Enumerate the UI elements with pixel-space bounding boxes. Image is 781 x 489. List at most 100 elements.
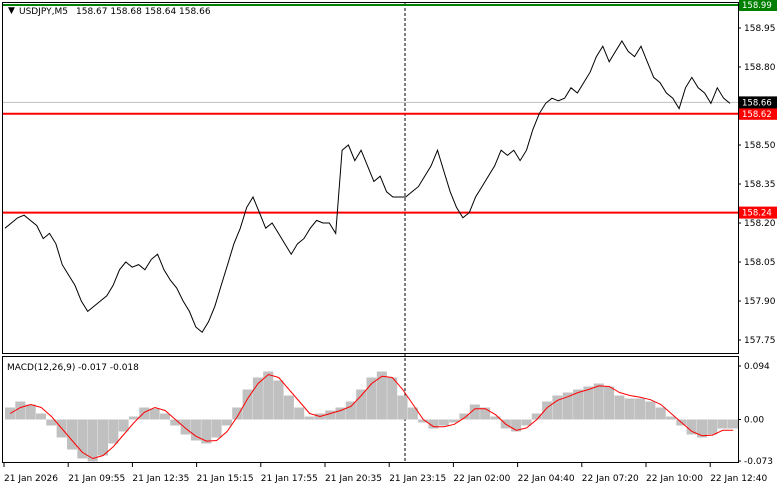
macd-bar	[397, 395, 408, 420]
level-tag	[739, 206, 777, 219]
price-tick-label: 158.05	[744, 258, 776, 268]
time-tick-label: 21 Jan 2026	[4, 474, 58, 484]
price-tick-label: 157.90	[744, 297, 776, 307]
macd-bar	[273, 380, 284, 420]
macd-bar	[87, 419, 98, 462]
macd-bar	[66, 419, 77, 450]
macd-bar	[376, 371, 387, 420]
macd-bar	[583, 386, 594, 420]
price-tick-label: 158.50	[744, 141, 776, 151]
level-tag	[739, 107, 777, 120]
macd-tick-label: 0.00	[744, 416, 764, 426]
macd-bar	[190, 419, 201, 441]
macd-bar	[5, 407, 16, 420]
macd-bar	[366, 377, 377, 420]
macd-histogram	[5, 371, 739, 462]
time-tick-label: 21 Jan 15:15	[197, 474, 254, 484]
macd-bar	[604, 386, 615, 420]
macd-bar	[345, 401, 356, 420]
macd-bar	[728, 419, 739, 429]
level-tag-label: 158.99	[742, 1, 772, 11]
macd-bar	[542, 401, 553, 420]
macd-bar	[717, 419, 728, 429]
macd-bar	[77, 419, 88, 459]
macd-bar	[252, 377, 263, 420]
macd-bar	[459, 413, 470, 420]
macd-bar	[325, 410, 336, 420]
macd-bar	[232, 407, 243, 420]
time-tick-label: 22 Jan 07:20	[582, 474, 639, 484]
price-tick-label: 158.95	[744, 24, 776, 34]
current-price-tag	[739, 96, 777, 109]
macd-bar	[480, 407, 491, 420]
macd-bar	[180, 419, 191, 435]
macd-bar	[356, 389, 367, 420]
macd-bar	[418, 419, 429, 423]
time-tick-label: 22 Jan 04:40	[518, 474, 575, 484]
level-tag	[739, 0, 777, 11]
macd-label: MACD(12,26,9)	[7, 363, 75, 373]
macd-bar	[118, 419, 129, 432]
level-tag-label: 158.24	[742, 209, 772, 219]
macd-bar	[655, 407, 666, 420]
symbol-label: USDJPY,M5	[19, 7, 68, 17]
time-tick-label: 22 Jan 12:40	[710, 474, 767, 484]
time-axis: 21 Jan 2026 21 Jan 09:55 21 Jan 12:35 21 Ja…	[3, 463, 767, 484]
macd-bar	[97, 419, 108, 456]
macd-bar	[428, 419, 439, 429]
macd-bar	[686, 419, 697, 435]
time-tick-label: 21 Jan 20:35	[325, 474, 382, 484]
collapse-triangle-icon[interactable]: ▼	[8, 6, 15, 16]
macd-bar	[387, 377, 398, 420]
price-tick-label: 158.80	[744, 63, 776, 73]
macd-bar	[304, 416, 315, 420]
macd-bar	[469, 404, 480, 420]
macd-bar	[139, 407, 150, 420]
time-tick-label: 21 Jan 23:15	[389, 474, 446, 484]
macd-bar	[128, 416, 139, 420]
macd-bar	[562, 392, 573, 420]
macd-bar	[170, 419, 181, 426]
macd-bar	[521, 419, 532, 426]
macd-tick-label: -0.073	[744, 457, 773, 467]
macd-bar	[697, 419, 708, 438]
time-tick-label: 21 Jan 09:55	[68, 474, 125, 484]
macd-bar	[263, 371, 274, 420]
macd-bar	[211, 419, 222, 438]
macd-bar	[149, 408, 160, 420]
macd-tick-label: 0.094	[744, 362, 770, 372]
macd-bar	[108, 419, 119, 444]
time-tick-label: 22 Jan 02:00	[453, 474, 510, 484]
macd-bar	[449, 419, 460, 423]
macd-bar	[221, 419, 232, 426]
time-tick-label: 21 Jan 12:35	[132, 474, 189, 484]
macd-bar	[614, 395, 625, 420]
macd-bar	[635, 398, 646, 420]
price-axis: 158.95158.80158.65158.50158.35158.20158.…	[738, 24, 776, 346]
current-price-label: 158.66	[742, 98, 772, 108]
macd-signal-line	[9, 373, 734, 460]
price-tick-label: 158.35	[744, 180, 776, 190]
macd-bar	[25, 404, 36, 420]
macd-bar	[283, 395, 294, 420]
main-panel-frame	[2, 2, 739, 354]
level-tags: 158.99 158.62 158.24 158.66	[739, 0, 777, 219]
time-tick-label: 22 Jan 10:00	[646, 474, 703, 484]
macd-bar	[201, 419, 212, 444]
macd-bar	[573, 389, 584, 420]
macd-bar	[242, 389, 253, 420]
macd-bar	[438, 419, 449, 426]
macd-values: -0.017 -0.018	[78, 363, 139, 373]
price-tick-label: 158.20	[744, 219, 776, 229]
macd-axis: 0.094 0.00 -0.073	[738, 362, 773, 467]
time-tick-label: 21 Jan 17:55	[261, 474, 318, 484]
macd-bar	[666, 416, 677, 420]
macd-bar	[335, 407, 346, 420]
macd-bar	[552, 395, 563, 420]
macd-bar	[624, 398, 635, 420]
macd-bar	[707, 419, 718, 435]
horizontal-levels	[3, 4, 738, 214]
macd-bar	[531, 413, 542, 420]
level-tag-label: 158.62	[742, 110, 772, 120]
